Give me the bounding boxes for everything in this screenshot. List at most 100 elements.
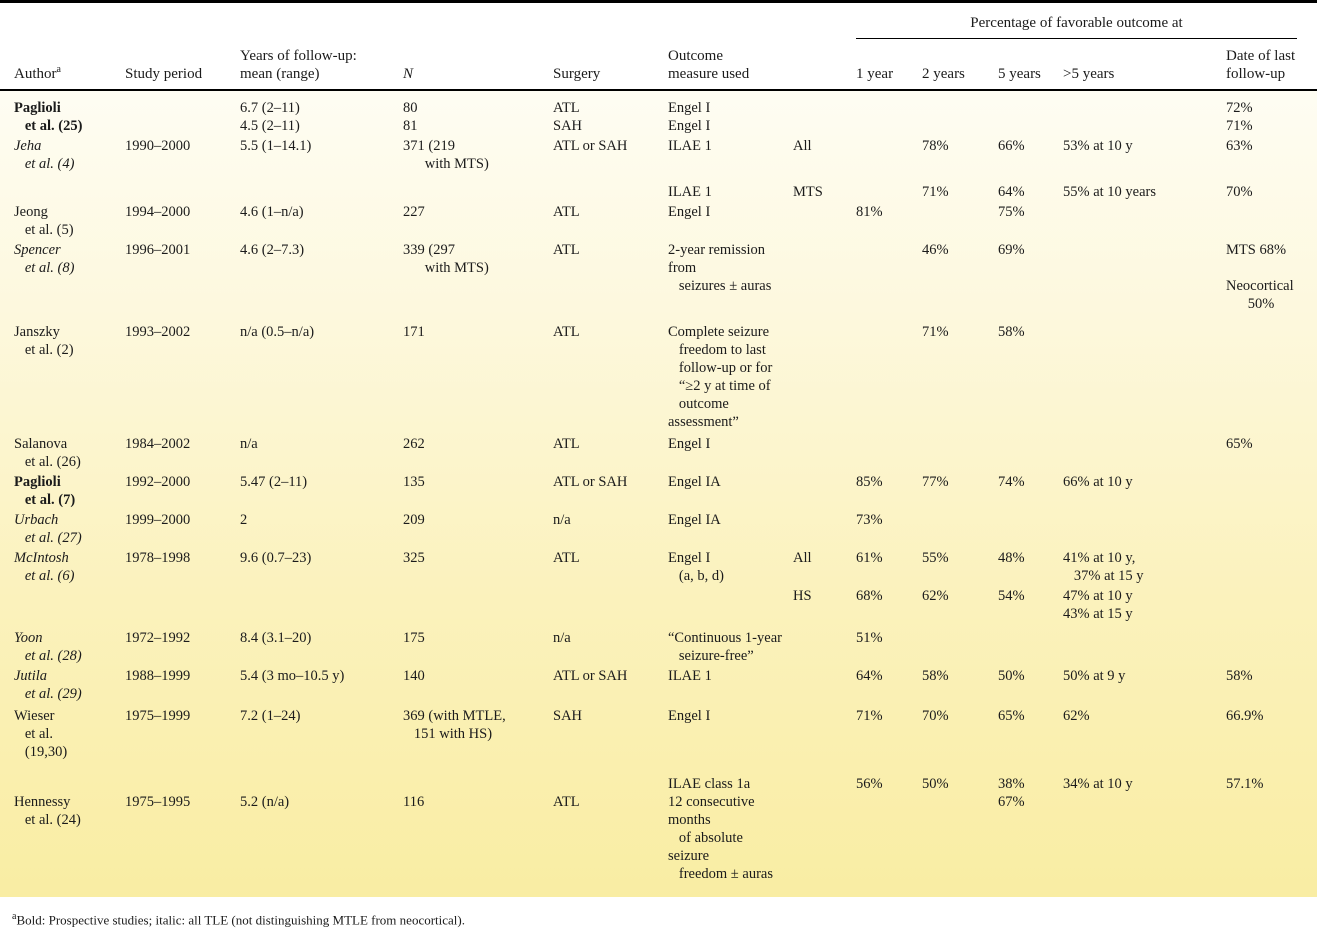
cell-author bbox=[14, 587, 125, 623]
table-row-paglioli-25: Paglioli et al. (25) 6.7 (2–11) 4.5 (2–11… bbox=[14, 97, 1317, 135]
cell-y2 bbox=[922, 203, 998, 239]
cell-y2: 78% bbox=[922, 138, 949, 154]
cell-n: 325 bbox=[403, 550, 425, 566]
cell-author: Wieser et al. (19,30) bbox=[14, 708, 68, 760]
table-row-wieser-19-30: Wieser et al. (19,30) 1975–1999 7.2 (1–24)… bbox=[14, 703, 1317, 761]
cell-y5: 48% bbox=[998, 550, 1025, 566]
col-header-subgroup bbox=[793, 75, 856, 83]
cell-y2: 50% bbox=[922, 776, 949, 792]
table-row-salanova-26: Salanova et al. (26) 1984–2002 n/a 262 ATL En… bbox=[14, 431, 1317, 471]
cell-surgery bbox=[553, 183, 668, 201]
cell-gt5 bbox=[1063, 629, 1226, 665]
cell-outcome: Engel I bbox=[668, 436, 711, 452]
cell-outcome: 2-year remission from seizures ± auras bbox=[668, 242, 772, 294]
cell-period: 1978–1998 bbox=[125, 550, 191, 566]
col-header-gt5-years: >5 years bbox=[1063, 66, 1115, 82]
cell-outcome: ILAE 1 bbox=[668, 184, 712, 200]
cell-last: 72% 71% bbox=[1226, 100, 1253, 134]
cell-last: 57.1% bbox=[1226, 776, 1264, 792]
table-row-urbach-27: Urbach et al. (27) 1999–2000 2 209 n/a Engel … bbox=[14, 509, 1317, 547]
cell-y2: 71% bbox=[922, 184, 949, 200]
cell-last bbox=[1226, 587, 1311, 623]
cell-y1 bbox=[856, 99, 922, 135]
table-header: Percentage of favorable outcome at Autho… bbox=[0, 3, 1317, 89]
cell-period: 1988–1999 bbox=[125, 668, 191, 684]
cell-n bbox=[403, 183, 553, 201]
cell-y2 bbox=[922, 99, 998, 135]
col-header-outcome-measure: Outcome measure used bbox=[668, 48, 750, 82]
cell-y1: 51% bbox=[856, 630, 883, 646]
cell-followup: 6.7 (2–11) 4.5 (2–11) bbox=[240, 100, 300, 134]
cell-last bbox=[1226, 203, 1311, 239]
cell-group bbox=[793, 511, 856, 547]
cell-outcome: Engel I bbox=[668, 204, 711, 220]
cell-y5: 65% bbox=[998, 708, 1025, 724]
cell-group bbox=[793, 435, 856, 471]
table-row-jeong-5: Jeong et al. (5) 1994–2000 4.6 (1–n/a) 227 A… bbox=[14, 201, 1317, 239]
cell-period: 1975–1995 bbox=[125, 794, 191, 810]
cell-period bbox=[125, 587, 240, 623]
cell-last bbox=[1226, 473, 1311, 509]
cell-followup: 8.4 (3.1–20) bbox=[240, 630, 312, 646]
cell-n: 171 bbox=[403, 324, 425, 340]
cell-y1: 56% bbox=[856, 776, 883, 792]
cell-surgery: ATL or SAH bbox=[553, 668, 628, 684]
cell-surgery: ATL bbox=[553, 436, 580, 452]
cell-group: All bbox=[793, 138, 812, 154]
cell-y1: 73% bbox=[856, 512, 883, 528]
cell-y5 bbox=[998, 511, 1063, 547]
cell-last bbox=[1226, 629, 1311, 665]
cell-y1 bbox=[856, 183, 922, 201]
cell-surgery: ATL bbox=[553, 242, 580, 258]
cell-author: Urbach et al. (27) bbox=[14, 512, 82, 546]
cell-gt5 bbox=[1063, 511, 1226, 547]
col-header-study-period: Study period bbox=[125, 66, 203, 82]
cell-author: Yoon et al. (28) bbox=[14, 630, 82, 664]
cell-author: Jeong et al. (5) bbox=[14, 204, 74, 238]
cell-y2 bbox=[922, 629, 998, 665]
table-row-janszky-2: Janszky et al. (2) 1993–2002 n/a (0.5–n/a)… bbox=[14, 313, 1317, 431]
cell-gt5 bbox=[1063, 203, 1226, 239]
cell-y5: 66% bbox=[998, 138, 1025, 154]
table-row-jeha-4-mts: ILAE 1 MTS 71% 64% 55% at 10 years 70% bbox=[14, 173, 1317, 201]
cell-y1: 61% bbox=[856, 550, 883, 566]
cell-surgery: n/a bbox=[553, 630, 571, 646]
cell-author: Paglioli et al. (7) bbox=[14, 474, 76, 508]
cell-outcome: Engel I Engel I bbox=[668, 100, 711, 134]
cell-author: Spencer et al. (8) bbox=[14, 242, 75, 276]
table-row-spencer-8: Spencer et al. (8) 1996–2001 4.6 (2–7.3) 33… bbox=[14, 239, 1317, 313]
cell-last: 58% bbox=[1226, 668, 1253, 684]
table-body: Paglioli et al. (25) 6.7 (2–11) 4.5 (2–11… bbox=[0, 91, 1317, 897]
col-header-surgery: Surgery bbox=[553, 66, 601, 82]
cell-surgery: ATL bbox=[553, 550, 580, 566]
cell-n: 227 bbox=[403, 204, 425, 220]
cell-surgery: ATL SAH bbox=[553, 100, 583, 134]
cell-followup bbox=[240, 183, 403, 201]
table-header-rule bbox=[0, 89, 1317, 91]
cell-y2: 46% bbox=[922, 242, 949, 258]
cell-outcome: ILAE class 1a 12 consecutive months of a… bbox=[668, 776, 773, 882]
cell-outcome: ILAE 1 bbox=[668, 138, 712, 154]
cell-period bbox=[125, 183, 240, 201]
cell-outcome: Engel IA bbox=[668, 512, 721, 528]
cell-y2 bbox=[922, 511, 998, 547]
cell-group: All bbox=[793, 550, 812, 566]
cell-y2: 70% bbox=[922, 708, 949, 724]
cell-n: 209 bbox=[403, 512, 425, 528]
cell-surgery: ATL bbox=[553, 204, 580, 220]
col-header-author: Authora bbox=[14, 53, 125, 83]
col-header-author-label: Author bbox=[14, 66, 57, 82]
cell-y5 bbox=[998, 99, 1063, 135]
cell-group bbox=[793, 203, 856, 239]
cell-group bbox=[793, 629, 856, 665]
cell-last: 70% bbox=[1226, 184, 1253, 200]
cell-followup: n/a bbox=[240, 436, 258, 452]
cell-surgery: n/a bbox=[553, 512, 571, 528]
cell-followup bbox=[240, 587, 403, 623]
cell-last: 66.9% bbox=[1226, 708, 1264, 724]
cell-group bbox=[793, 323, 856, 431]
cell-y2: 55% bbox=[922, 550, 949, 566]
cell-y5 bbox=[998, 629, 1063, 665]
cell-outcome: Engel I (a, b, d) bbox=[668, 550, 724, 584]
cell-y1: 68% bbox=[856, 588, 883, 604]
